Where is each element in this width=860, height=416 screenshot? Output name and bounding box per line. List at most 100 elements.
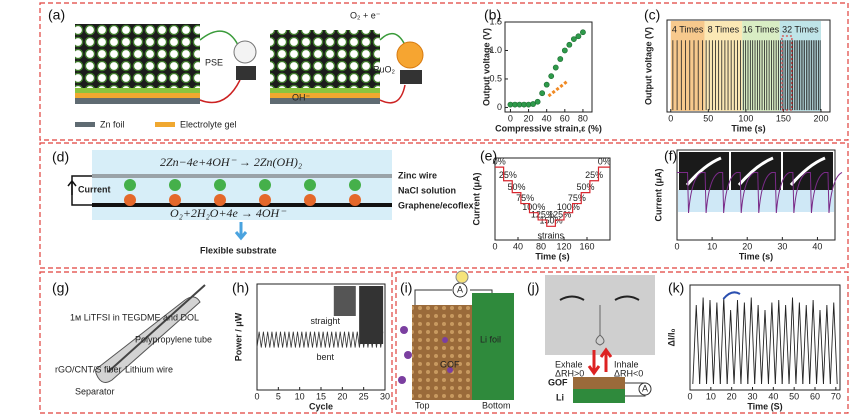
- x-tick-label: 70: [831, 391, 841, 401]
- label: Bottom: [482, 400, 511, 410]
- oscillation: [774, 299, 783, 385]
- arrow: [587, 350, 601, 376]
- x-tick-label: 40: [542, 113, 552, 123]
- x-tick-label: 0: [668, 113, 673, 123]
- legend-label: Electrolyte gel: [180, 119, 237, 129]
- meter: [638, 382, 652, 396]
- value-label: 125%: [531, 209, 554, 219]
- label: GOF: [548, 377, 568, 387]
- wire: [379, 84, 406, 104]
- band: [704, 21, 743, 111]
- layer: [270, 88, 380, 93]
- plot-frame: [676, 149, 836, 241]
- point: [552, 64, 559, 71]
- value-label: 25%: [585, 170, 603, 180]
- finger: [789, 156, 826, 186]
- label: OH⁻: [292, 92, 311, 102]
- gof: [573, 377, 625, 389]
- layer: [270, 98, 380, 104]
- x-tick-label: 60: [810, 391, 820, 401]
- pulses: [780, 40, 821, 111]
- oscillation: [726, 309, 735, 385]
- x-tick-label: 40: [812, 241, 822, 251]
- oscillation: [719, 297, 728, 385]
- label: rGO/CNT/S fiber: [55, 364, 122, 374]
- x-tick-label: 0: [254, 391, 259, 401]
- nose: [595, 305, 605, 346]
- x-axis-label: Cycle: [309, 401, 333, 411]
- pulses: [705, 40, 741, 111]
- finger: [685, 156, 722, 186]
- x-tick-label: 60: [560, 113, 570, 123]
- layer: [75, 98, 200, 104]
- y-axis-label: Current (μA): [653, 168, 663, 221]
- x-tick-label: 40: [768, 391, 778, 401]
- x-tick-label: 160: [579, 241, 594, 251]
- panel-label: (a): [48, 7, 65, 23]
- label: 1м LiTFSI in TEGDME and DOL: [70, 312, 199, 322]
- x-tick-label: 25: [359, 391, 369, 401]
- point: [543, 81, 550, 88]
- layer: [75, 93, 200, 98]
- label: straight: [311, 316, 341, 326]
- point: [570, 36, 577, 42]
- panel-label: (k): [668, 280, 684, 296]
- oscillation: [712, 302, 721, 385]
- label: strains: [537, 231, 564, 241]
- y-tick-label: 1.5: [489, 16, 502, 26]
- label: NaCl solution: [398, 185, 456, 195]
- label: Current: [78, 184, 111, 194]
- label: Zinc wire: [398, 170, 437, 180]
- band-label: 16 Times: [743, 24, 780, 34]
- oscillation: [767, 302, 776, 385]
- arrow: [67, 179, 77, 195]
- bulb-base: [400, 70, 422, 84]
- x-tick-label: 200: [813, 113, 828, 123]
- panel-frame: [39, 142, 849, 269]
- label: PSE: [205, 57, 223, 67]
- panel-frame: [39, 2, 849, 141]
- x-tick-label: 10: [706, 391, 716, 401]
- value-label: 125%: [548, 209, 571, 219]
- point: [539, 90, 546, 97]
- y-axis-label: ΔI/I₀: [666, 328, 676, 346]
- x-tick-label: 20: [727, 391, 737, 401]
- value-label: 150%: [540, 216, 563, 226]
- x-axis-label: Time (s): [731, 123, 765, 133]
- x-tick-label: 10: [707, 241, 717, 251]
- plot-frame: [689, 284, 841, 391]
- wire: [379, 32, 406, 46]
- arrow: [599, 347, 613, 372]
- label: Li: [556, 392, 564, 402]
- label: A: [457, 284, 463, 294]
- molecules: [398, 326, 453, 384]
- label: A: [642, 383, 648, 393]
- li: [573, 389, 625, 403]
- plot-frame: [494, 157, 611, 241]
- band: [670, 21, 705, 111]
- x-tick-label: 40: [513, 241, 523, 251]
- legend-swatch: [155, 122, 175, 127]
- x-tick-label: 5: [276, 391, 281, 401]
- point: [534, 98, 541, 105]
- oscillation: [706, 299, 714, 385]
- arrow: [722, 291, 741, 300]
- value-label: 75%: [568, 193, 586, 203]
- bulb-base: [236, 66, 256, 80]
- ions: [124, 179, 361, 206]
- value-label: 0%: [598, 156, 611, 166]
- y-axis-label: Output voltage (V): [643, 27, 653, 105]
- x-tick-label: 100: [738, 113, 753, 123]
- y-axis-label: Power / μW: [233, 312, 243, 361]
- electrolyte: [92, 150, 392, 220]
- x-tick-label: 0: [687, 391, 692, 401]
- y-tick-label: 0.5: [489, 73, 502, 83]
- photo: [359, 286, 384, 344]
- oscillation: [829, 302, 838, 385]
- panel-label: (d): [52, 149, 69, 165]
- point: [575, 33, 582, 40]
- panel-label: (f): [664, 148, 677, 164]
- point: [566, 41, 573, 48]
- label: ΔRH>0: [555, 368, 584, 378]
- x-tick-label: 30: [747, 391, 757, 401]
